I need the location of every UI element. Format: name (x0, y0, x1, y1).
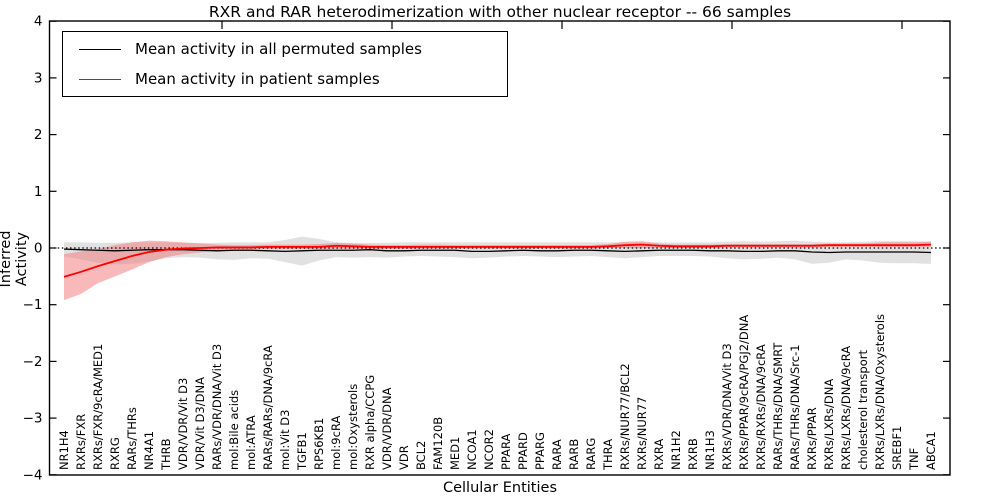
y-tick-label: 1 (34, 184, 43, 200)
x-tick-label: RXRG (108, 437, 122, 470)
legend: Mean activity in all permuted samples Me… (62, 31, 508, 97)
x-tick-label: RARA (550, 439, 564, 470)
x-tick-label: NR4A1 (142, 431, 156, 470)
y-tick-label: 4 (34, 14, 43, 30)
x-tick-label: RPS6KB1 (312, 418, 326, 470)
x-tick-label: NR1H2 (669, 430, 683, 470)
x-tick-label: RXRs/FXR/9cRA/MED1 (91, 344, 105, 470)
x-tick-label: RARs/RARs/DNA/9cRA (261, 345, 275, 470)
x-tick-label: RARs/THRs/DNA/SMRT (771, 342, 785, 470)
x-tick-label: RXRs/NUR77/BCL2 (618, 363, 632, 470)
x-tick-label: RXRB (686, 438, 700, 470)
legend-line-black-icon (79, 48, 121, 50)
x-tick-label: mol:Bile acids (227, 390, 241, 470)
x-tick-label: mol:Vit D3 (278, 410, 292, 470)
x-tick-label: THRB (159, 438, 173, 471)
x-tick-label: RXR alpha/CCPG (363, 375, 377, 470)
legend-line-red-icon (79, 78, 121, 80)
x-tick-label: MED1 (448, 437, 462, 470)
x-tick-label: RXRs/LXRs/DNA/9cRA (839, 346, 853, 470)
x-tick-label: RXRs/RXRs/DNA/9cRA (754, 344, 768, 470)
x-tick-label: mol:ATRA (244, 415, 258, 470)
x-axis-label: Cellular Entities (442, 480, 558, 496)
y-tick-label: 3 (34, 70, 43, 86)
x-tick-label: FAM120B (431, 417, 445, 470)
x-tick-label: VDR (397, 445, 411, 470)
x-tick-label: RXRs/FXR (74, 414, 88, 470)
x-tick-label: VDR/VDR/DNA (380, 387, 394, 470)
x-tick-label: RXRs/PPAR (805, 407, 819, 470)
x-tick-label: RARs/THRs (125, 407, 139, 470)
x-tick-label: THRA (601, 439, 615, 471)
x-tick-label: NCOR2 (482, 429, 496, 470)
x-tick-label: RXRs/NUR77 (635, 397, 649, 470)
chart-title: RXR and RAR heterodimerization with othe… (208, 3, 792, 21)
legend-label: Mean activity in patient samples (135, 70, 380, 88)
x-tick-label: TGFB1 (295, 432, 309, 471)
x-tick-label: mol:Oxysterols (346, 384, 360, 470)
y-tick-label: 0 (34, 241, 43, 257)
x-tick-label: PPARG (533, 432, 547, 470)
x-tick-label: RXRs/LXRs/DNA/Oxysterols (873, 314, 887, 470)
x-tick-label: NCOA1 (465, 429, 479, 470)
x-tick-label: cholesterol transport (856, 350, 870, 470)
x-tick-label: mol:9cRA (329, 416, 343, 470)
y-tick-label: −4 (23, 467, 43, 483)
x-tick-label: NR1H4 (57, 430, 71, 470)
x-tick-label: RARB (567, 439, 581, 470)
x-tick-label: RARs/VDR/DNA/Vit D3 (210, 344, 224, 470)
x-tick-label: RXRs/PPAR/9cRA/PGJ2/DNA (737, 315, 751, 470)
x-tick-label: SREBF1 (890, 426, 904, 470)
y-tick-label: −3 (23, 411, 43, 427)
x-tick-label: RXRs/LXRs/DNA (822, 379, 836, 470)
x-tick-label: VDR/VDR/Vit D3 (176, 378, 190, 470)
legend-item-permuted: Mean activity in all permuted samples (63, 34, 422, 64)
x-tick-label: BCL2 (414, 441, 428, 470)
y-tick-label: −2 (23, 354, 43, 370)
x-tick-label: VDR/Vit D3/DNA (193, 377, 207, 470)
x-tick-label: TNF (907, 448, 921, 471)
legend-label: Mean activity in all permuted samples (135, 40, 422, 58)
x-tick-label: NR1H3 (703, 430, 717, 470)
y-tick-label: 2 (34, 127, 43, 143)
legend-item-patient: Mean activity in patient samples (63, 64, 380, 94)
x-tick-label: RXRA (652, 439, 666, 470)
x-tick-label: PPARA (499, 433, 513, 470)
x-tick-label: RXRs/VDR/DNA/Vit D3 (720, 343, 734, 470)
x-tick-label: ABCA1 (924, 431, 938, 470)
x-tick-label: RARG (584, 438, 598, 470)
y-tick-label: −1 (23, 297, 43, 313)
x-tick-label: PPARD (516, 432, 530, 470)
x-tick-label: RARs/THRs/DNA/Src-1 (788, 344, 802, 470)
